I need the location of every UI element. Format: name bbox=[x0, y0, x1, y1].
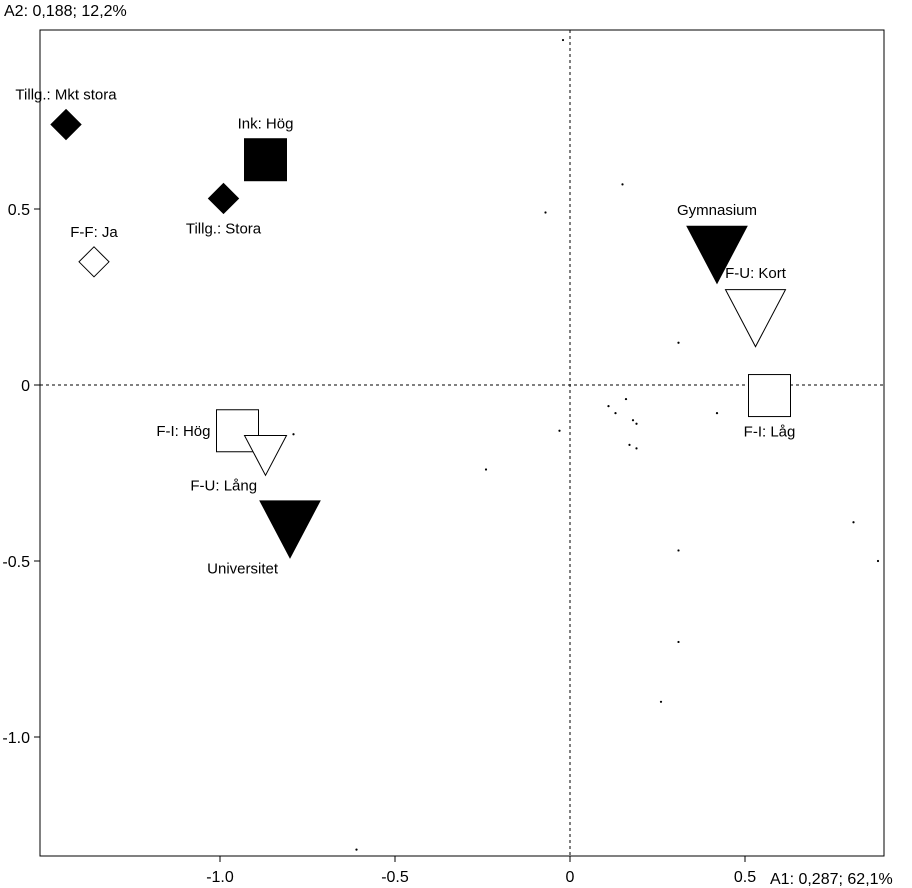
individual-point bbox=[677, 341, 680, 344]
individual-point bbox=[621, 183, 624, 186]
individual-point bbox=[544, 211, 547, 214]
individual-point bbox=[852, 521, 855, 524]
category-label: Tillg.: Mkt stora bbox=[15, 87, 117, 104]
individual-point bbox=[614, 412, 617, 415]
y-tick-label: -1.0 bbox=[2, 730, 30, 747]
individual-point bbox=[635, 422, 638, 425]
category-label: F-F: Ja bbox=[70, 224, 118, 241]
x-tick-label: -1.0 bbox=[206, 869, 234, 886]
category-label: F-U: Lång bbox=[190, 477, 257, 494]
individual-point bbox=[631, 419, 635, 422]
individual-points bbox=[292, 38, 880, 851]
x-axis-label: A1: 0,287; 62,1% bbox=[770, 871, 893, 888]
plot-frame bbox=[39, 29, 885, 857]
individual-point bbox=[607, 405, 610, 408]
y-axis-label: A2: 0,188; 12,2% bbox=[4, 3, 127, 20]
y-tick-label: -0.5 bbox=[2, 554, 30, 571]
individual-point bbox=[561, 38, 565, 42]
individual-point bbox=[558, 429, 561, 432]
individual-point bbox=[659, 700, 663, 703]
individual-point bbox=[635, 447, 638, 450]
category-label: F-U: Kort bbox=[725, 265, 787, 282]
x-tick-label: 0.5 bbox=[734, 869, 756, 886]
y-tick-label: 0 bbox=[21, 378, 30, 395]
category-label: Ink: Hög bbox=[238, 116, 294, 133]
triangle-marker bbox=[259, 500, 321, 559]
y-tick-label: 0.5 bbox=[8, 202, 30, 219]
square-marker bbox=[244, 138, 287, 182]
category-label: Tillg.: Stora bbox=[186, 220, 262, 237]
individual-point bbox=[355, 848, 358, 851]
category-points: Tillg.: Mkt stora Ink: Hög Tillg.: Stora F-… bbox=[15, 87, 795, 578]
triangle-marker bbox=[686, 225, 748, 285]
category-label: Gymnasium bbox=[677, 202, 757, 219]
individual-point bbox=[677, 549, 680, 552]
square-marker bbox=[748, 374, 791, 418]
category-label: F-I: Hög bbox=[156, 423, 210, 440]
triangle-marker bbox=[243, 434, 288, 477]
category-label: Universitet bbox=[207, 560, 279, 577]
individual-point bbox=[876, 559, 880, 563]
x-tick-label: -0.5 bbox=[381, 869, 409, 886]
x-axis-ticks: -1.0 -0.5 0 0.5 bbox=[206, 856, 756, 886]
individual-point bbox=[628, 443, 631, 446]
individual-point bbox=[484, 468, 488, 471]
y-axis-ticks: 0.5 0 -0.5 -1.0 bbox=[2, 202, 40, 747]
diamond-marker bbox=[78, 246, 110, 278]
individual-point bbox=[715, 412, 719, 415]
diamond-marker bbox=[207, 182, 240, 215]
triangle-marker bbox=[724, 289, 787, 348]
x-tick-label: 0 bbox=[566, 869, 575, 886]
individual-point bbox=[677, 640, 680, 644]
individual-point bbox=[292, 433, 295, 436]
category-label: F-I: Låg bbox=[744, 424, 796, 441]
individual-point bbox=[624, 397, 628, 401]
diamond-marker bbox=[50, 108, 82, 141]
